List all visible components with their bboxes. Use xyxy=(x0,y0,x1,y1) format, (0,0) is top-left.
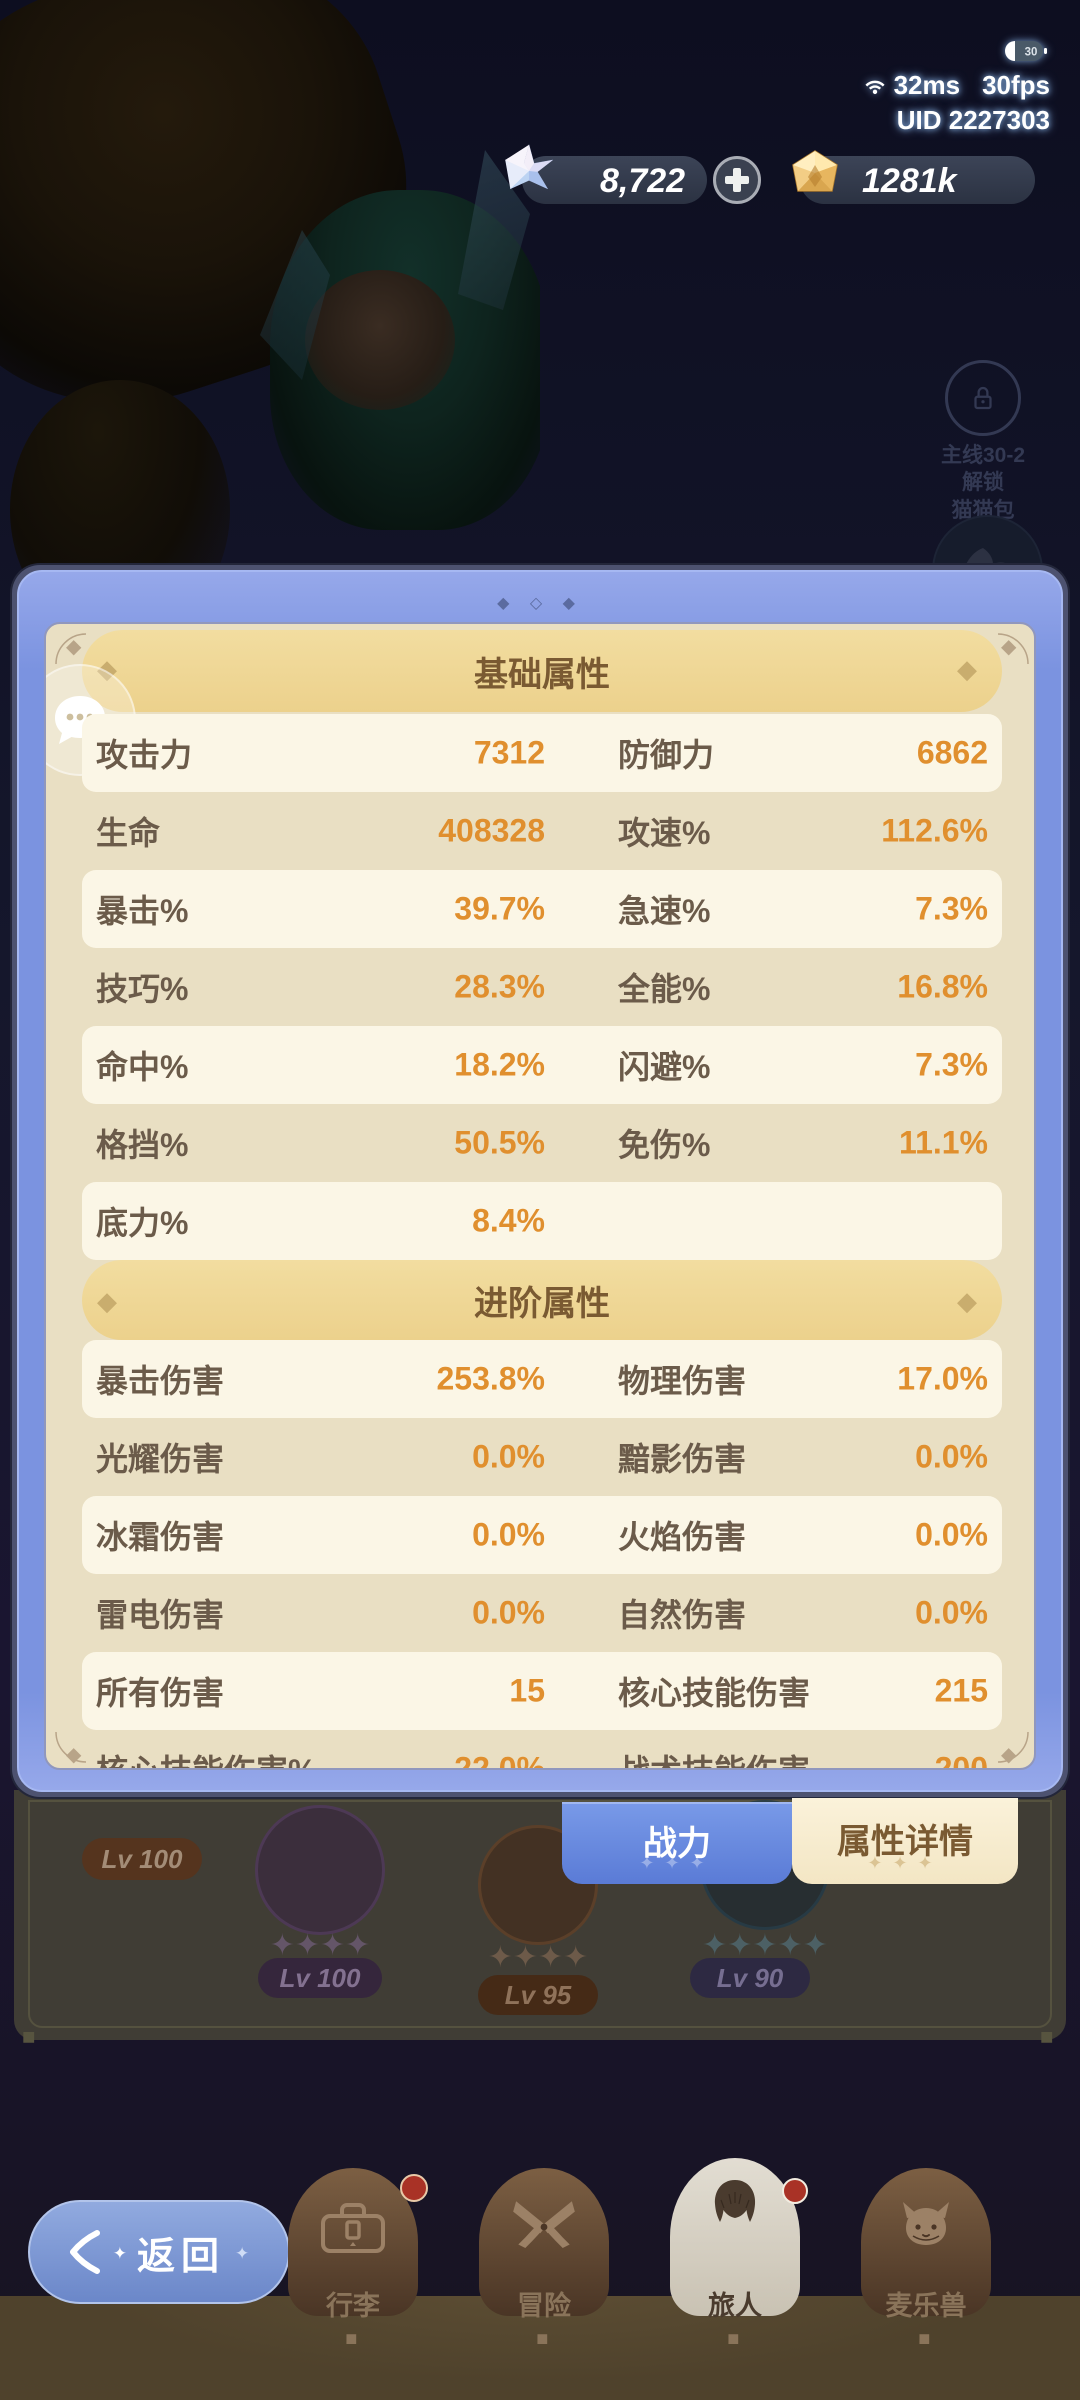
svg-text:30: 30 xyxy=(1025,47,1038,59)
